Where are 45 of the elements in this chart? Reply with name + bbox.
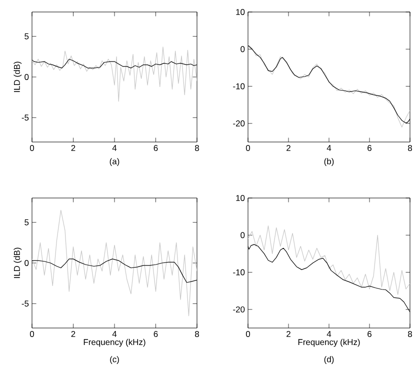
y-tick-label: 10 — [236, 9, 245, 15]
y-tick-label: 0 — [24, 260, 29, 266]
text: (c) — [110, 356, 119, 364]
x-tick-label: 4 — [112, 331, 117, 337]
x-tick-label: 0 — [246, 331, 250, 338]
line-series — [32, 210, 197, 316]
y-tick-label: 5 — [24, 33, 29, 40]
x-tick-label: 4 — [112, 145, 117, 151]
x-tick-label: 4 — [326, 331, 332, 337]
y-tick-label: -20 — [233, 306, 245, 312]
x-tick-label: 0 — [30, 331, 34, 338]
y-tick-label: -5 — [22, 300, 29, 307]
text: (a) — [110, 158, 120, 166]
y-tick-label: 0 — [240, 232, 245, 238]
x-tick-label: 8 — [408, 145, 412, 152]
y-tick-label: 5 — [24, 219, 29, 226]
x-tick-label: 6 — [368, 331, 372, 338]
text: (b) — [324, 158, 334, 166]
line-series — [248, 226, 410, 295]
x-tick-label: 2 — [286, 145, 290, 151]
line-series — [32, 46, 197, 102]
x-axis-title: Frequency (kHz) — [298, 338, 360, 347]
x-tick-label: 2 — [71, 331, 76, 337]
x-tick-label: 0 — [246, 145, 250, 152]
x-tick-label: 6 — [154, 331, 158, 338]
x-axis-title: Frequency (kHz) — [84, 338, 146, 347]
y-tick-label: -20 — [233, 120, 245, 126]
y-tick-label: -5 — [22, 114, 29, 121]
y-tick-label: -10 — [233, 269, 245, 276]
x-tick-label: 0 — [30, 145, 34, 152]
y-tick-label: 10 — [236, 195, 245, 201]
y-tick-label: -10 — [233, 83, 245, 90]
text: (d) — [324, 356, 334, 364]
y-tick-label: 0 — [240, 46, 245, 52]
y-tick-label: 0 — [24, 74, 29, 80]
x-tick-label: 6 — [368, 145, 372, 152]
x-tick-label: 8 — [195, 331, 199, 338]
x-tick-label: 2 — [286, 331, 290, 337]
x-tick-label: 4 — [326, 145, 332, 151]
y-axis-title: ILD (dB) — [14, 248, 22, 278]
x-tick-label: 8 — [408, 331, 412, 338]
x-tick-label: 8 — [195, 145, 199, 152]
x-tick-label: 6 — [154, 145, 158, 152]
x-tick-label: 2 — [71, 145, 76, 151]
y-axis-title: ILD (dB) — [14, 62, 22, 92]
